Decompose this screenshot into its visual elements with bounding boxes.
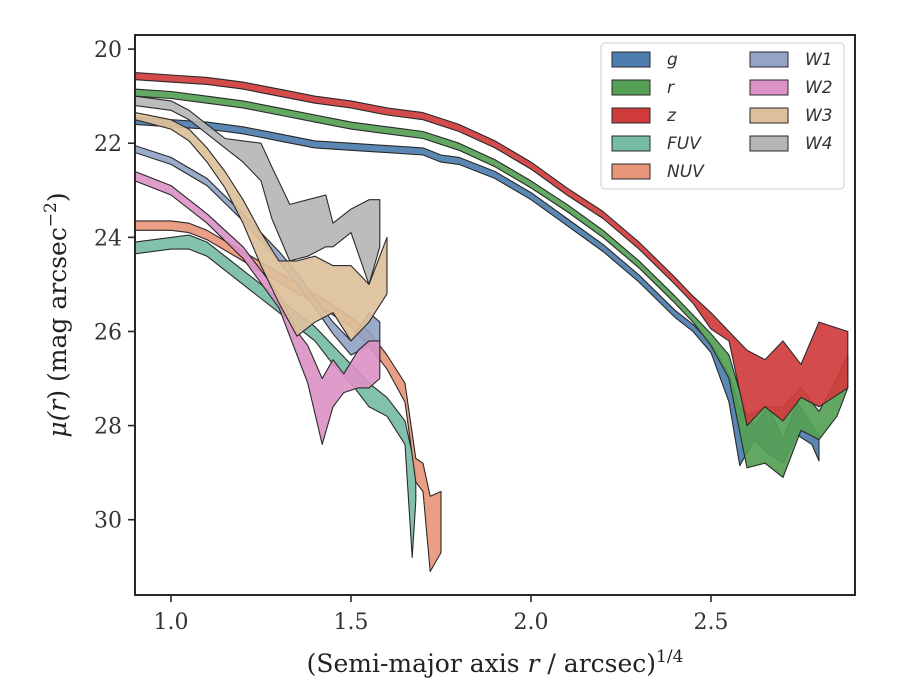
legend-item-fuv: FUV	[611, 134, 702, 154]
x-tick-label: 1.0	[154, 610, 189, 635]
legend-item-w3: W3	[749, 106, 833, 126]
legend-swatch	[749, 51, 789, 68]
legend-item-w4: W4	[749, 134, 833, 154]
legend-label: FUV	[667, 134, 702, 154]
legend-item-r: r	[611, 78, 675, 98]
legend-item-g: g	[611, 50, 678, 70]
legend-label: r	[667, 78, 675, 98]
legend-label: NUV	[667, 162, 705, 182]
legend-label: z	[666, 106, 677, 126]
legend-label: W1	[805, 50, 833, 70]
legend-item-w1: W1	[749, 50, 833, 70]
profile-bands	[135, 72, 849, 573]
plot-frame	[134, 34, 856, 596]
legend-item-w2: W2	[749, 78, 833, 98]
legend: grz FUV NUV W1 W2 W3 W4	[600, 42, 845, 190]
legend-swatch	[611, 107, 651, 124]
legend-swatch	[749, 135, 789, 152]
band-w4	[135, 95, 381, 285]
y-axis-ticks: 20 22 24 26 28 30	[94, 38, 135, 534]
legend-item-nuv: NUV	[611, 162, 705, 182]
x-axis-ticks: 1.0 1.5 2.0 2.5	[154, 595, 729, 635]
x-tick-label: 2.5	[694, 610, 729, 635]
legend-swatch	[611, 51, 651, 68]
y-axis-label: μ(r) (mag arcsec−2)	[41, 192, 72, 437]
legend-label: W3	[805, 106, 833, 126]
legend-swatch	[749, 79, 789, 96]
x-axis-label: (Semi-major axis r / arcsec)1/4	[307, 647, 684, 678]
legend-swatch	[611, 163, 651, 180]
legend-swatch	[611, 135, 651, 152]
y-tick-label: 20	[94, 38, 122, 63]
band-w3	[135, 112, 388, 342]
y-tick-label: 26	[94, 320, 122, 345]
y-tick-label: 28	[94, 415, 122, 440]
legend-label: g	[667, 50, 678, 70]
legend-swatch	[749, 107, 789, 124]
legend-item-z: z	[611, 106, 677, 126]
legend-label: W4	[805, 134, 833, 154]
x-tick-label: 2.0	[514, 610, 549, 635]
x-tick-label: 1.5	[334, 610, 369, 635]
legend-swatch	[611, 79, 651, 96]
y-tick-label: 24	[94, 226, 122, 251]
y-tick-label: 30	[94, 509, 122, 534]
y-tick-label: 22	[94, 132, 122, 157]
band-z	[135, 72, 849, 427]
legend-label: W2	[805, 78, 833, 98]
